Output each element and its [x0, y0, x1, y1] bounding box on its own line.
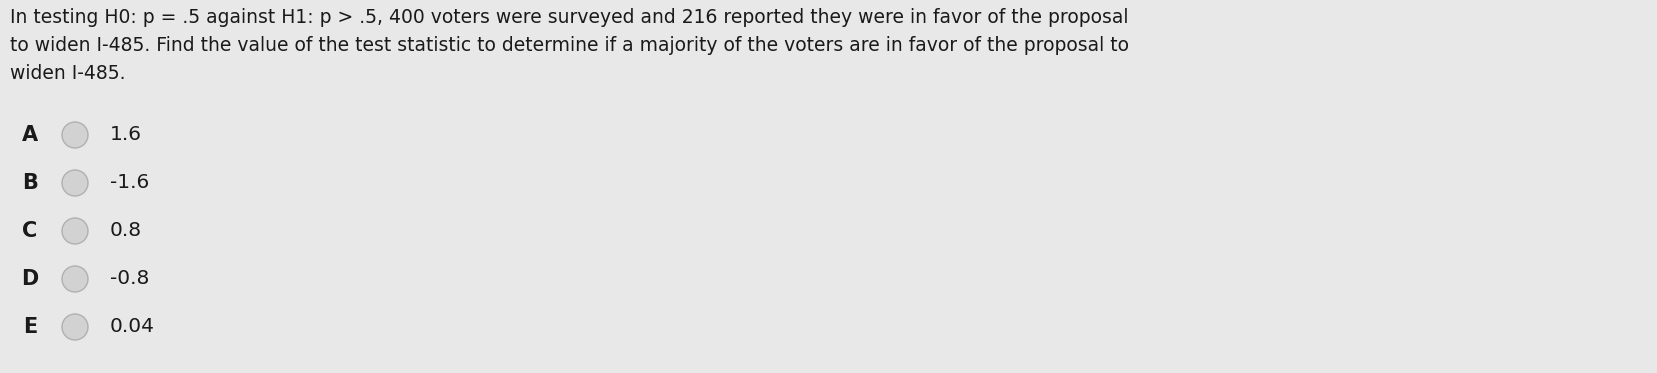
Text: C: C	[22, 221, 38, 241]
Ellipse shape	[61, 218, 88, 244]
Text: D: D	[22, 269, 38, 289]
Text: widen I-485.: widen I-485.	[10, 64, 126, 83]
Text: 0.8: 0.8	[109, 222, 143, 241]
Text: 0.04: 0.04	[109, 317, 154, 336]
Ellipse shape	[61, 122, 88, 148]
Text: to widen I-485. Find the value of the test statistic to determine if a majority : to widen I-485. Find the value of the te…	[10, 36, 1128, 55]
Text: A: A	[22, 125, 38, 145]
Text: E: E	[23, 317, 36, 337]
Ellipse shape	[61, 266, 88, 292]
Ellipse shape	[61, 314, 88, 340]
Text: In testing H0: p = .5 against H1: p > .5, 400 voters were surveyed and 216 repor: In testing H0: p = .5 against H1: p > .5…	[10, 8, 1128, 27]
Text: 1.6: 1.6	[109, 125, 143, 144]
Ellipse shape	[61, 170, 88, 196]
Text: -0.8: -0.8	[109, 270, 149, 288]
Text: B: B	[22, 173, 38, 193]
Text: -1.6: -1.6	[109, 173, 149, 192]
